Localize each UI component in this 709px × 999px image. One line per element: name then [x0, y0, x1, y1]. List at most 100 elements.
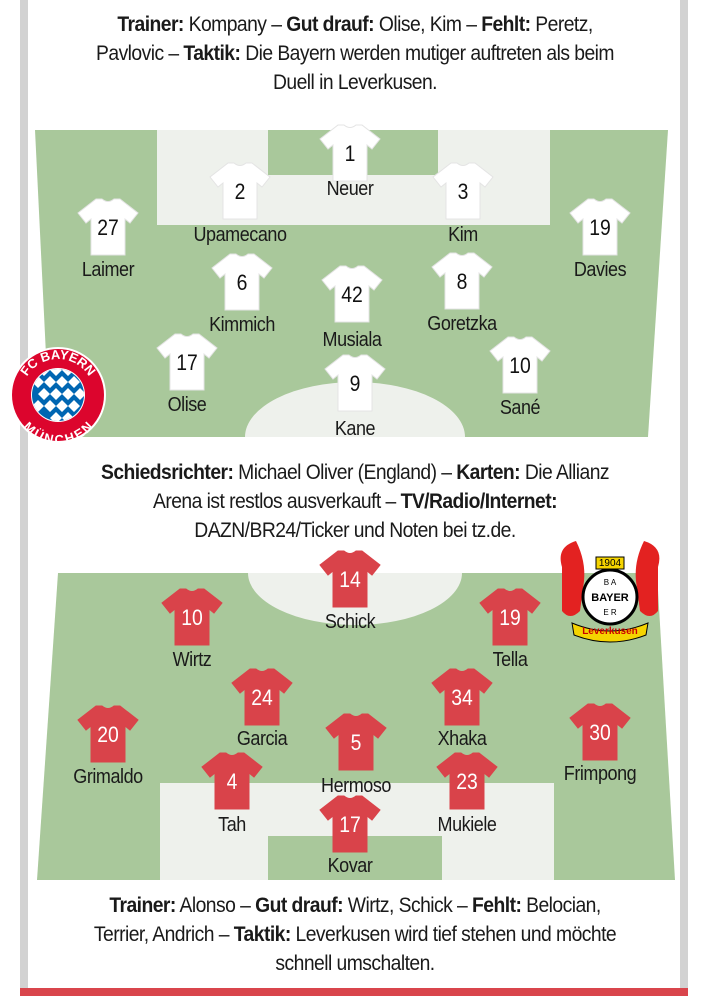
player-jersey-home: 2: [180, 162, 300, 220]
jersey-icon: 20: [77, 705, 139, 763]
jersey-icon: 24: [231, 668, 293, 726]
bayern-logo: FC BAYERN MÜNCHEN: [10, 347, 106, 447]
shirt-number: 17: [176, 351, 198, 375]
player-name: Mukiele: [437, 814, 497, 836]
jersey-icon: 17: [319, 795, 381, 853]
info-text: Wirtz, Schick –: [342, 894, 473, 917]
shirt-number: 3: [458, 180, 469, 204]
info-line: Trainer: Alonso – Gut drauf: Wirtz, Schi…: [56, 891, 654, 920]
shirt-number: 42: [341, 283, 363, 307]
player-name: Tah: [218, 814, 246, 836]
info-label: Trainer:: [117, 13, 184, 36]
info-label: Taktik:: [183, 42, 241, 65]
jersey-icon: 8: [431, 252, 493, 310]
right-border: [680, 0, 688, 995]
info-label: Taktik:: [233, 923, 292, 946]
info-line: Pavlovic – Taktik: Die Bayern werden mut…: [56, 39, 654, 68]
shirt-number: 24: [251, 686, 273, 710]
player-jersey-home: 1: [290, 124, 410, 182]
jersey-icon: 1: [319, 124, 381, 182]
svg-text:BAYER: BAYER: [591, 592, 629, 604]
svg-text:1904: 1904: [599, 558, 622, 569]
jersey-icon: 34: [431, 668, 493, 726]
info-line: Duell in Leverkusen.: [56, 68, 654, 97]
player-jersey-away: 34: [402, 668, 522, 726]
shirt-number: 8: [457, 270, 468, 294]
info-label: Karten:: [456, 461, 521, 484]
shirt-number: 10: [181, 606, 203, 630]
info-line: Terrier, Andrich – Taktik: Leverkusen wi…: [56, 920, 654, 949]
jersey-icon: 9: [324, 354, 386, 412]
player-jersey-home: 42: [292, 265, 412, 323]
jersey-icon: 42: [321, 265, 383, 323]
jersey-icon: 17: [156, 333, 218, 391]
shirt-number: 5: [351, 731, 362, 755]
match-info-text: Schiedsrichter: Michael Oliver (England)…: [56, 458, 654, 545]
info-text: DAZN/BR24/Ticker und Noten bei tz.de.: [194, 519, 516, 542]
info-label: Trainer:: [109, 894, 176, 917]
info-text: Terrier, Andrich –: [93, 923, 234, 946]
jersey-icon: 14: [319, 550, 381, 608]
jersey-icon: 30: [569, 703, 631, 761]
player-name: Sané: [499, 397, 541, 419]
leverkusen-logo: 1904 BAYER B A E R Leverkusen: [560, 541, 660, 643]
jersey-icon: 3: [432, 162, 494, 220]
player-jersey-away: 30: [540, 703, 660, 761]
shirt-number: 20: [97, 723, 119, 747]
info-line: Arena ist restlos ausverkauft – TV/Radio…: [56, 487, 654, 516]
player-name: Xhaka: [437, 728, 487, 750]
info-text: Alonso –: [175, 894, 256, 917]
player-name: Kane: [334, 418, 376, 440]
info-label: Gut drauf:: [286, 13, 375, 36]
jersey-icon: 19: [569, 198, 631, 256]
info-text: Leverkusen wird tief stehen und möchte: [290, 923, 617, 946]
shirt-number: 30: [589, 721, 611, 745]
info-line: Schiedsrichter: Michael Oliver (England)…: [56, 458, 654, 487]
shirt-number: 34: [451, 686, 473, 710]
left-border: [20, 0, 28, 995]
player-jersey-home: 27: [48, 198, 168, 256]
player-jersey-away: 5: [296, 713, 416, 771]
jersey-icon: 4: [201, 752, 263, 810]
player-jersey-home: 3: [403, 162, 523, 220]
shirt-number: 27: [97, 216, 119, 240]
svg-text:E R: E R: [603, 608, 617, 617]
shirt-number: 23: [456, 770, 478, 794]
player-name: Olise: [167, 394, 207, 416]
info-text: Michael Oliver (England) –: [233, 461, 457, 484]
info-line: DAZN/BR24/Ticker und Noten bei tz.de.: [56, 516, 654, 545]
shirt-number: 19: [589, 216, 611, 240]
shirt-number: 9: [350, 372, 361, 396]
info-label: Fehlt:: [472, 894, 522, 917]
player-jersey-away: 10: [132, 588, 252, 646]
info-text: Duell in Leverkusen.: [272, 71, 438, 94]
player-jersey-away: 23: [407, 752, 527, 810]
jersey-icon: 2: [209, 162, 271, 220]
info-text: Arena ist restlos ausverkauft –: [152, 490, 401, 513]
player-jersey-home: 6: [182, 253, 302, 311]
player-name: Hermoso: [321, 775, 391, 797]
info-label: Schiedsrichter:: [100, 461, 234, 484]
info-line: schnell umschalten.: [56, 949, 654, 978]
player-name: Kovar: [327, 855, 373, 877]
info-line: Trainer: Kompany – Gut drauf: Olise, Kim…: [56, 10, 654, 39]
player-jersey-home: 19: [540, 198, 660, 256]
shirt-number: 14: [339, 568, 361, 592]
jersey-icon: 23: [436, 752, 498, 810]
shirt-number: 19: [499, 606, 521, 630]
player-name: Frimpong: [563, 763, 637, 785]
player-name: Goretzka: [427, 313, 497, 335]
player-name: Laimer: [81, 259, 135, 281]
player-jersey-away: 4: [172, 752, 292, 810]
player-name: Davies: [573, 259, 627, 281]
player-name: Grimaldo: [73, 766, 143, 788]
player-jersey-home: 10: [460, 336, 580, 394]
svg-text:B A: B A: [604, 578, 617, 587]
shirt-number: 10: [509, 354, 531, 378]
shirt-number: 6: [237, 271, 248, 295]
svg-text:Leverkusen: Leverkusen: [582, 626, 638, 637]
shirt-number: 1: [345, 142, 356, 166]
info-text: Pavlovic –: [96, 42, 184, 65]
jersey-icon: 19: [479, 588, 541, 646]
info-text: Die Bayern werden mutiger auftreten als …: [240, 42, 614, 65]
